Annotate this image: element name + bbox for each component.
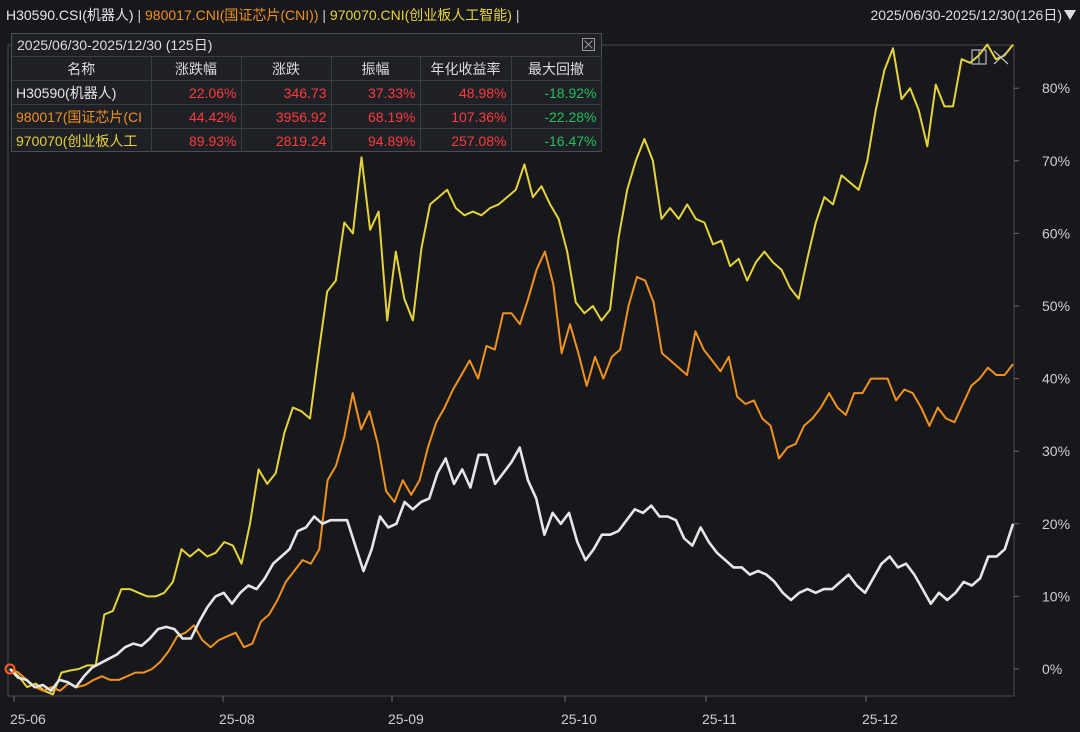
legend-separator: | xyxy=(137,7,142,23)
stats-row[interactable]: H30590(机器人) 22.06% 346.73 37.33% 48.98% … xyxy=(12,80,602,105)
close-icon[interactable] xyxy=(582,38,595,51)
x-tick-label: 25-10 xyxy=(561,711,597,727)
col-change[interactable]: 涨跌 xyxy=(241,56,332,81)
series-legend: H30590.CSI(机器人) | 980017.CNI(国证芯片(CNI)) … xyxy=(6,5,520,25)
series-line-2 xyxy=(9,43,1014,696)
y-tick-label: 30% xyxy=(1042,443,1070,459)
stats-panel-title: 2025/06/30-2025/12/30 (125日) xyxy=(12,34,601,56)
top-bar: H30590.CSI(机器人) | 980017.CNI(国证芯片(CNI)) … xyxy=(0,0,1080,26)
col-max-drawdown[interactable]: 最大回撤 xyxy=(511,56,602,81)
x-tick-label: 25-08 xyxy=(219,711,255,727)
legend-separator: | xyxy=(322,7,327,23)
y-tick-label: 70% xyxy=(1042,153,1070,169)
col-name[interactable]: 名称 xyxy=(12,56,152,81)
col-annualized[interactable]: 年化收益率 xyxy=(420,56,512,81)
row-amplitude: 94.89% xyxy=(331,128,421,152)
stats-table: 名称 涨跌幅 涨跌 振幅 年化收益率 最大回撤 H30590(机器人) 22.0… xyxy=(12,56,602,152)
row-amplitude: 37.33% xyxy=(331,80,421,105)
y-tick-label: 80% xyxy=(1042,80,1070,96)
row-amplitude: 68.19% xyxy=(331,104,421,129)
row-max-drawdown: -22.28% xyxy=(511,104,602,129)
y-tick-label: 40% xyxy=(1042,371,1070,387)
series-line-1 xyxy=(9,250,1014,692)
row-annualized: 257.08% xyxy=(420,128,512,152)
legend-ai[interactable]: 970070.CNI(创业板人工智能) xyxy=(329,7,512,23)
legend-separator: | xyxy=(515,7,520,23)
row-name: 980017(国证芯片(CI xyxy=(12,104,152,129)
series-line-0 xyxy=(9,446,1015,693)
x-tick-label: 25-06 xyxy=(10,711,46,727)
y-tick-label: 20% xyxy=(1042,516,1070,532)
date-range-label: 2025/06/30-2025/12/30(126日) xyxy=(870,7,1062,23)
x-tick-label: 25-09 xyxy=(388,711,424,727)
chart-corner-controls xyxy=(970,48,1014,66)
col-amplitude[interactable]: 振幅 xyxy=(331,56,421,81)
col-change-pct[interactable]: 涨跌幅 xyxy=(151,56,242,81)
chart-corner-svg xyxy=(971,49,1009,65)
x-tick-label: 25-11 xyxy=(702,711,737,727)
row-name: H30590(机器人) xyxy=(12,80,152,105)
close-chart-icon-stroke xyxy=(993,50,1009,65)
row-annualized: 107.36% xyxy=(420,104,512,129)
row-change-pct: 22.06% xyxy=(151,80,242,105)
row-change-pct: 89.93% xyxy=(151,128,242,152)
x-tick-label: 25-12 xyxy=(862,711,898,727)
y-tick-label: 50% xyxy=(1042,298,1070,314)
row-change: 3956.92 xyxy=(241,104,332,129)
y-tick-label: 60% xyxy=(1042,225,1070,241)
start-marker xyxy=(4,663,16,675)
stats-panel: 2025/06/30-2025/12/30 (125日) 名称 涨跌幅 涨跌 振… xyxy=(11,33,602,152)
stats-header-row: 名称 涨跌幅 涨跌 振幅 年化收益率 最大回撤 xyxy=(12,56,602,81)
row-change: 346.73 xyxy=(241,80,332,105)
y-tick-label: 10% xyxy=(1042,588,1070,604)
date-range-selector[interactable]: 2025/06/30-2025/12/30(126日) xyxy=(871,5,1076,25)
row-max-drawdown: -16.47% xyxy=(511,128,602,152)
stats-row[interactable]: 970070(创业板人工 89.93% 2819.24 94.89% 257.0… xyxy=(12,128,602,152)
y-tick-label: 0% xyxy=(1042,661,1062,677)
row-name: 970070(创业板人工 xyxy=(12,128,152,152)
dropdown-arrow-icon[interactable] xyxy=(1064,10,1076,20)
stats-row[interactable]: 980017(国证芯片(CI 44.42% 3956.92 68.19% 107… xyxy=(12,104,602,129)
row-change: 2819.24 xyxy=(241,128,332,152)
row-annualized: 48.98% xyxy=(420,80,512,105)
row-max-drawdown: -18.92% xyxy=(511,80,602,105)
legend-chip[interactable]: 980017.CNI(国证芯片(CNI)) xyxy=(145,7,319,23)
row-change-pct: 44.42% xyxy=(151,104,242,129)
legend-robot[interactable]: H30590.CSI(机器人) xyxy=(6,7,134,23)
stats-period-label: 2025/06/30-2025/12/30 (125日) xyxy=(17,37,213,53)
